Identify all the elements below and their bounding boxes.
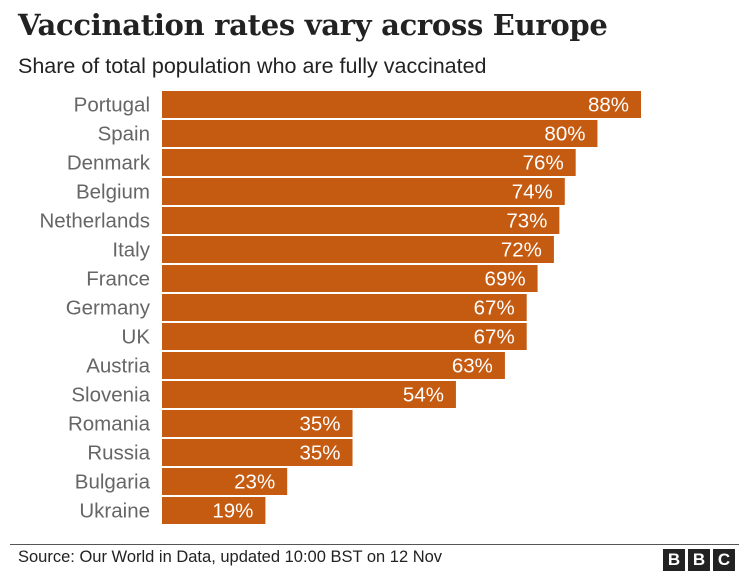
value-label: 63%: [452, 355, 493, 378]
chart-title: Vaccination rates vary across Europe: [18, 8, 608, 42]
category-label: Italy: [112, 239, 150, 262]
bar: [162, 468, 288, 495]
category-label: Denmark: [67, 152, 151, 175]
bar: [162, 352, 505, 379]
category-label: Romania: [68, 413, 151, 436]
bar: [162, 294, 527, 321]
value-label: 23%: [234, 471, 275, 494]
bar: [162, 439, 353, 466]
source-note: Source: Our World in Data, updated 10:00…: [18, 548, 443, 566]
category-label: Austria: [86, 355, 150, 378]
value-label: 19%: [212, 500, 253, 523]
bar: [162, 207, 560, 234]
value-label: 69%: [485, 268, 526, 291]
bar: [162, 178, 565, 205]
category-label: Slovenia: [71, 384, 150, 407]
value-label: 67%: [474, 326, 515, 349]
value-label: 54%: [403, 384, 444, 407]
value-label: 72%: [501, 239, 542, 262]
value-label: 35%: [299, 413, 340, 436]
category-label: Ukraine: [79, 500, 150, 523]
bbc-logo-b1: B: [663, 549, 685, 571]
category-label: Germany: [66, 297, 151, 320]
value-label: 88%: [588, 94, 629, 117]
bbc-logo-b2: B: [688, 549, 710, 571]
category-label: Bulgaria: [75, 471, 151, 494]
bar: [162, 497, 266, 524]
value-label: 80%: [544, 123, 585, 146]
bar: [162, 265, 538, 292]
bbc-logo-c: C: [713, 549, 735, 571]
bar: [162, 323, 527, 350]
bar: [162, 149, 576, 176]
bar: [162, 236, 554, 263]
category-label: Russia: [87, 442, 150, 465]
category-label: Netherlands: [39, 210, 150, 233]
bar: [162, 91, 641, 118]
bar: [162, 381, 456, 408]
category-label: Spain: [98, 123, 150, 146]
value-label: 74%: [512, 181, 553, 204]
value-label: 35%: [299, 442, 340, 465]
value-label: 67%: [474, 297, 515, 320]
chart-subtitle: Share of total population who are fully …: [18, 54, 487, 78]
category-label: UK: [122, 326, 151, 349]
bbc-logo: B B C: [663, 549, 735, 571]
category-label: Belgium: [76, 181, 150, 204]
category-label: France: [86, 268, 150, 291]
bar: [162, 410, 353, 437]
bar: [162, 120, 598, 147]
category-label: Portugal: [74, 94, 150, 117]
value-label: 76%: [523, 152, 564, 175]
value-label: 73%: [506, 210, 547, 233]
footer-divider: [10, 544, 739, 545]
